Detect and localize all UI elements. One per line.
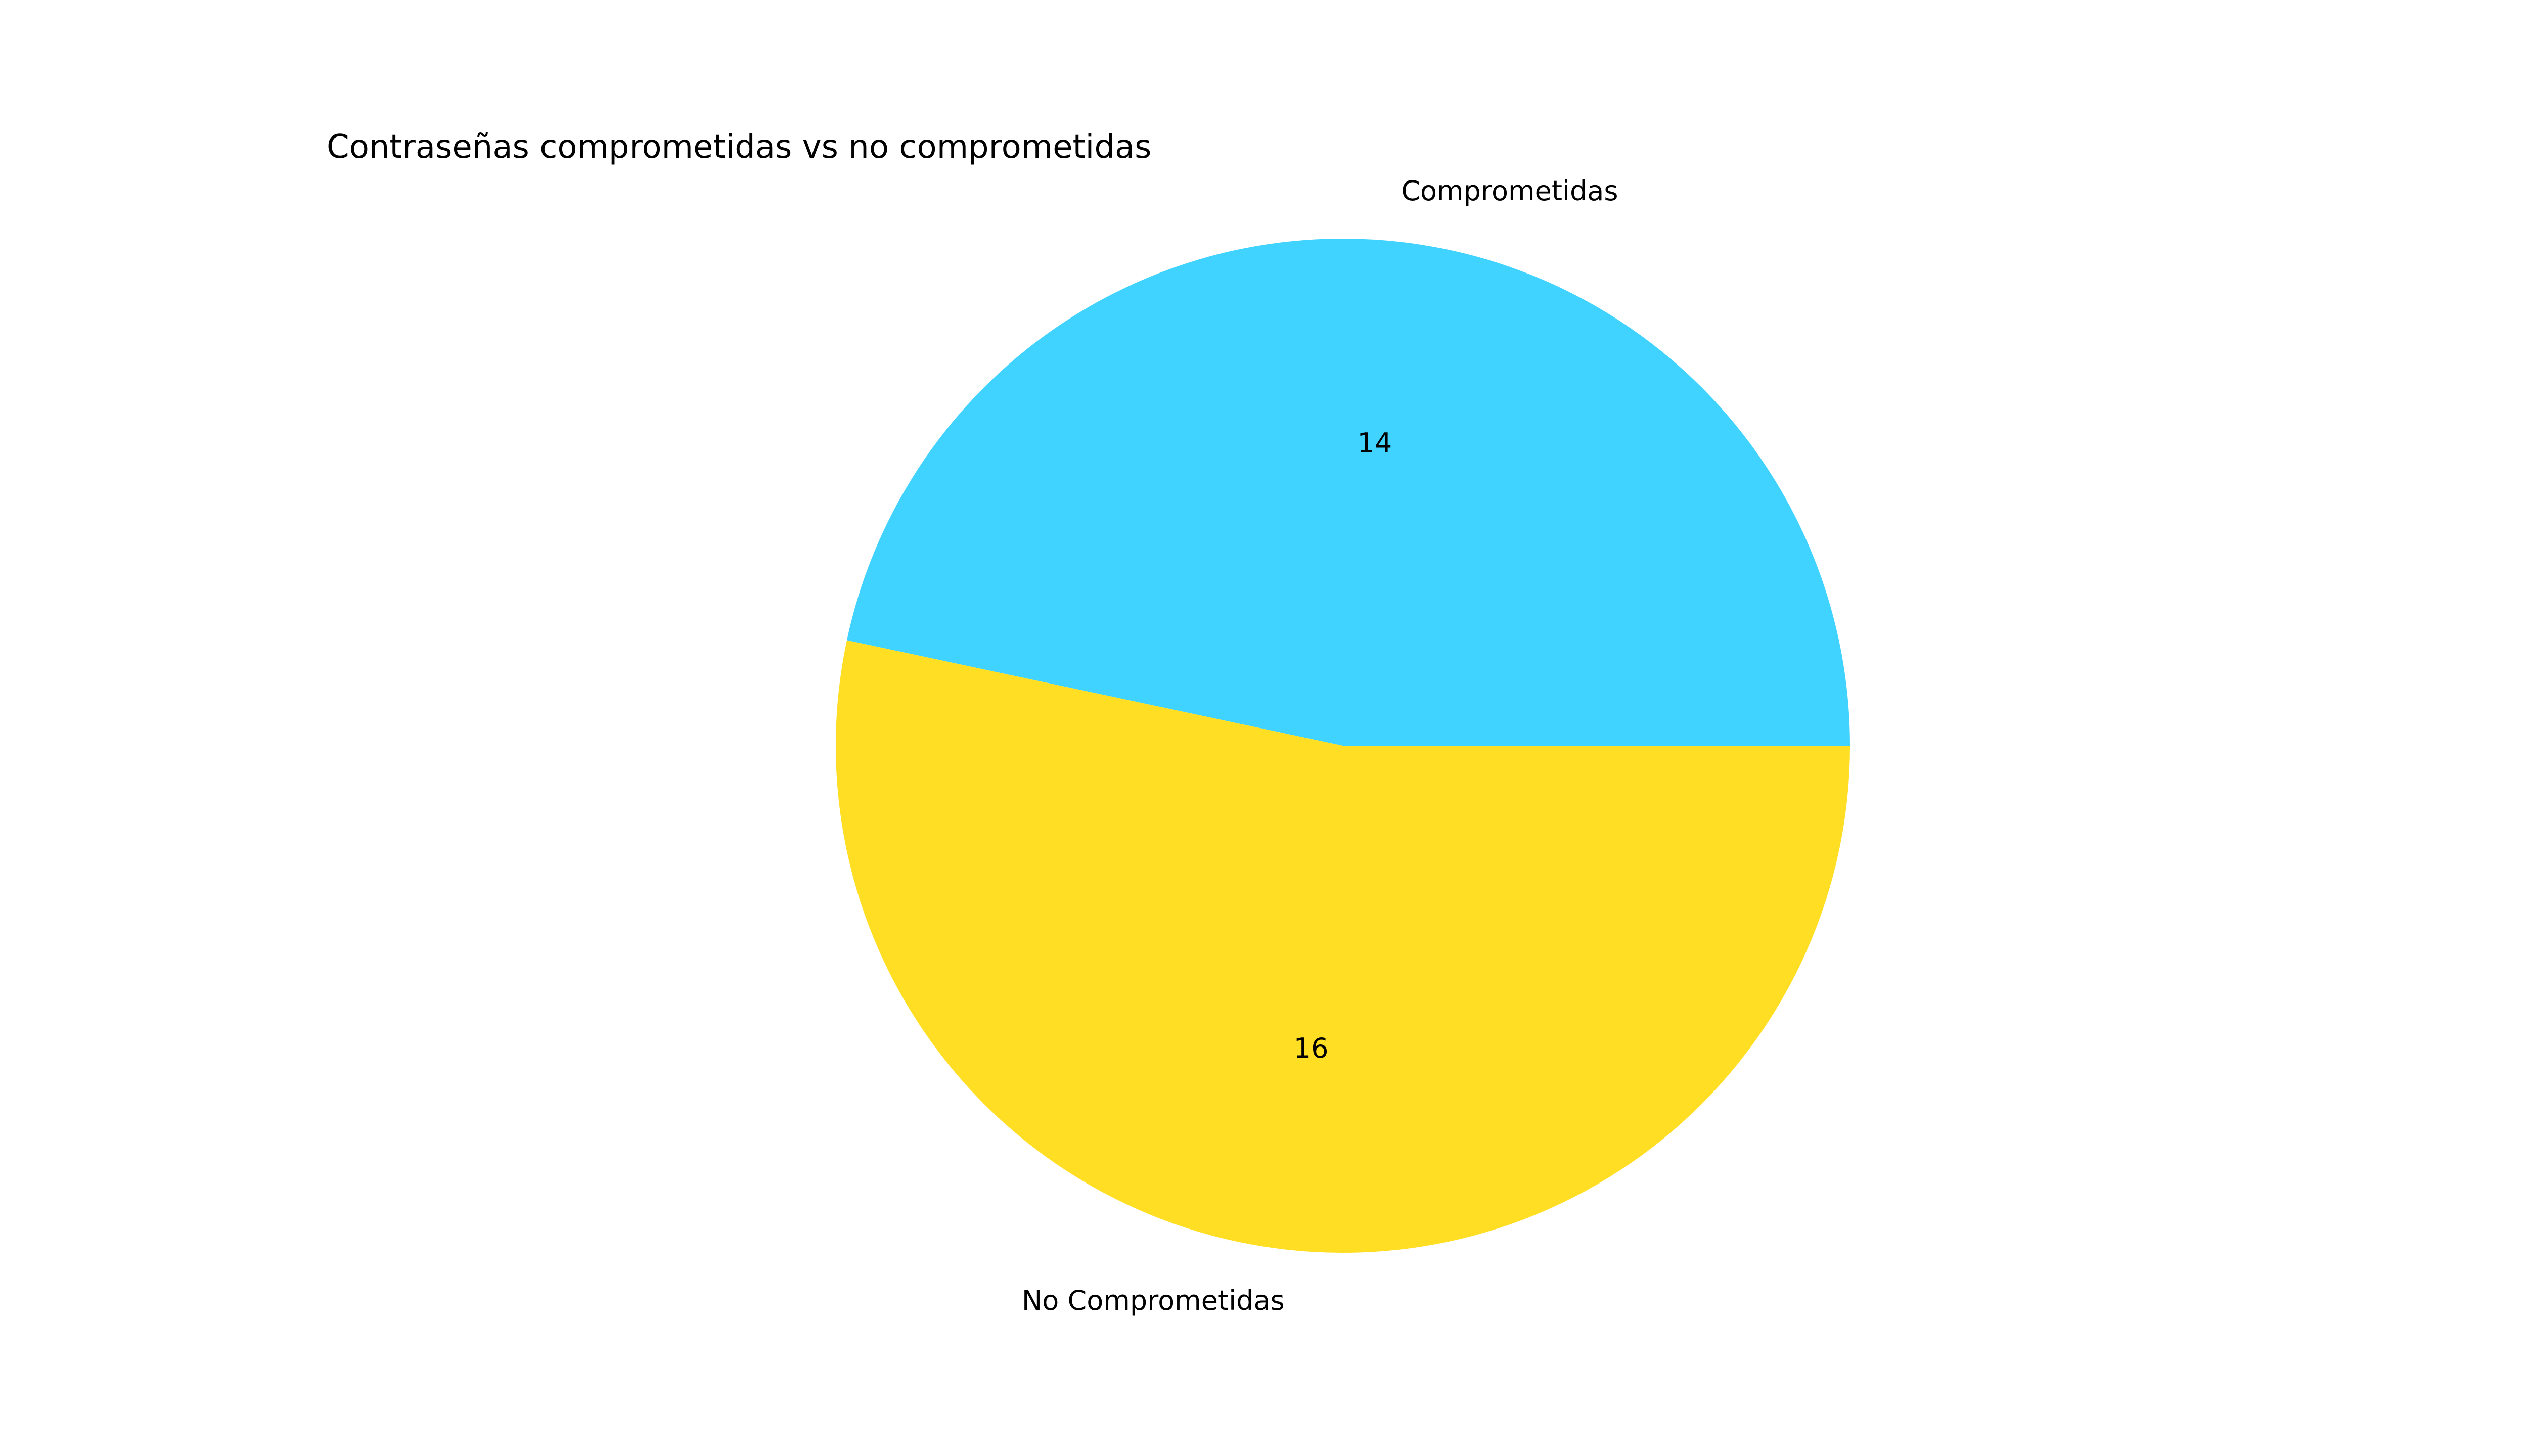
pie-slice-no-comprometidas [835,640,1850,1253]
slice-label-0: Comprometidas [1401,175,1618,207]
pie-slices [835,239,1850,1253]
slice-value-0: 14 [1358,427,1392,459]
pie-slice-comprometidas [846,239,1850,746]
slice-value-1: 16 [1294,1032,1329,1064]
slice-label-1: No Comprometidas [1022,1285,1285,1316]
pie-labels: Comprometidas 14 No Comprometidas 16 [1022,175,1618,1316]
chart-title: Contraseñas comprometidas vs no comprome… [327,128,1152,166]
